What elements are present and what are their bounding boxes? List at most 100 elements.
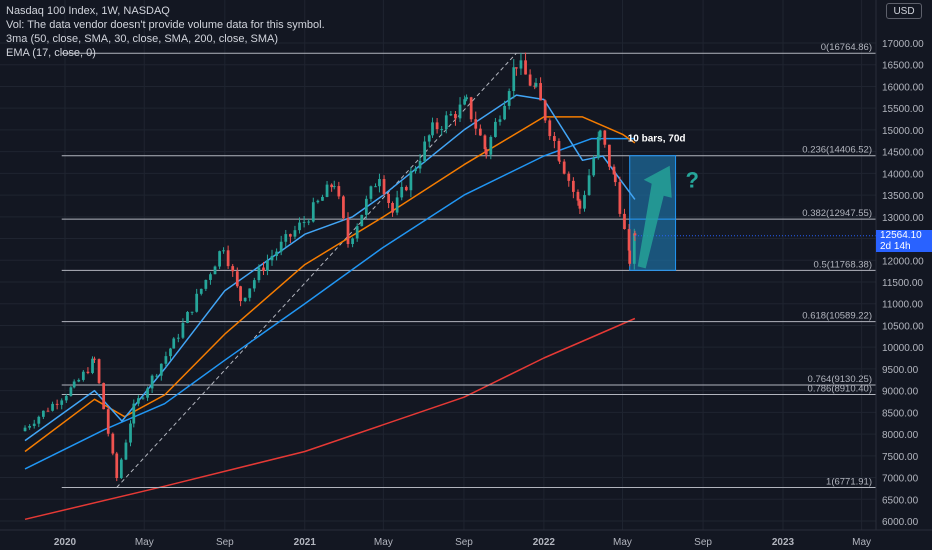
candle-body (91, 358, 94, 373)
candle-body (633, 233, 637, 236)
candle-body (435, 122, 439, 130)
candle-body (270, 255, 274, 261)
candle-body (115, 453, 119, 479)
candle-body (298, 222, 301, 231)
candle-body (150, 375, 154, 389)
candle-body (243, 297, 247, 302)
ema-legend[interactable]: EMA (17, close, 0) (6, 47, 96, 59)
candle-body (28, 426, 31, 428)
candle-body (199, 288, 203, 294)
time-tick-label: May (135, 537, 154, 548)
candle-body (307, 221, 311, 223)
candle-body (69, 387, 73, 396)
candle-body (355, 226, 359, 239)
candle-body (567, 173, 571, 181)
candle-body (562, 161, 566, 174)
candle-body (23, 427, 27, 432)
candle-body (332, 186, 336, 188)
candle-body (444, 115, 448, 130)
candle-body (478, 128, 482, 136)
candle-body (498, 119, 502, 122)
projection-overlay: 10 bars, 70d? (628, 134, 876, 269)
candle-body (627, 229, 631, 251)
symbol-title[interactable]: Nasdaq 100 Index, 1W, NASDAQ (6, 5, 170, 17)
fib-retracement[interactable]: 0(16764.86) 0.236(14406.52) 0.382(12947.55… (61, 42, 876, 488)
time-tick-label: 2021 (294, 537, 317, 548)
currency-button[interactable]: USD (886, 3, 922, 19)
candle-body (213, 266, 217, 275)
candle-body (42, 410, 45, 417)
trend-line[interactable] (116, 52, 517, 488)
candle-body (231, 266, 235, 272)
candle-body (596, 136, 600, 159)
candle-body (218, 251, 221, 267)
candle-body (489, 136, 493, 155)
time-tick-label: Sep (455, 537, 473, 548)
candle-body (440, 129, 444, 131)
fib-level-label: 0.786(8910.40) (808, 384, 872, 395)
fib-level-label: 0.764(9130.25) (808, 374, 872, 385)
candle-body (503, 105, 506, 120)
fib-level-label: 0.236(14406.52) (802, 145, 872, 156)
candle-body (325, 184, 329, 197)
candle-body (576, 191, 580, 201)
candle-body (141, 397, 145, 399)
measure-label: 10 bars, 70d (628, 134, 686, 145)
candle-body (534, 83, 538, 87)
candle-body (458, 104, 462, 119)
candle-body (382, 179, 386, 195)
candle-body (64, 395, 68, 401)
candle-body (77, 379, 81, 382)
fib-level-label: 0.618(10589.22) (802, 311, 872, 322)
candle-body (346, 217, 350, 245)
candle-body (60, 400, 64, 405)
candle-body (578, 200, 582, 209)
price-tick-label: 8500.00 (882, 408, 919, 419)
candle-body (351, 238, 354, 245)
candle-body (86, 371, 90, 373)
question-mark: ? (686, 168, 699, 193)
candle-body (557, 140, 561, 161)
fib-level-label: 0(16764.86) (821, 42, 872, 53)
candle-body (32, 423, 36, 427)
candle-body (195, 293, 199, 312)
candle-body (409, 171, 413, 191)
candle-body (266, 260, 269, 271)
candle-body (592, 158, 596, 176)
candle-body (418, 160, 422, 169)
ma-legend[interactable]: 3ma (50, close, SMA, 30, close, SMA, 200… (6, 33, 279, 45)
candle-body (262, 267, 265, 271)
candle-body (587, 175, 591, 196)
time-axis[interactable]: 2020 May Sep 2021 May Sep 2022 May Sep 2023 May (0, 529, 932, 548)
price-tick-label: 7500.00 (882, 452, 919, 463)
candle-body (124, 442, 128, 460)
candle-body (169, 348, 172, 357)
ema17-path (24, 94, 636, 442)
candle-body (330, 184, 334, 188)
time-tick-label: May (613, 537, 632, 548)
candle-body (427, 135, 431, 142)
candle-body (321, 196, 324, 201)
candle-body (132, 403, 136, 424)
candle-body (342, 196, 345, 218)
ma200-line (24, 317, 636, 521)
price-axis[interactable]: 6000.00 6500.00 7000.00 7500.00 8000.00 8500.… (875, 0, 924, 530)
candle-body (279, 241, 283, 252)
fib-level-label: 0.382(12947.55) (802, 208, 872, 219)
candle-body (164, 356, 168, 364)
time-tick-label: May (852, 537, 871, 548)
volume-legend[interactable]: Vol: The data vendor doesn't provide vol… (6, 19, 325, 31)
price-tick-label: 14000.00 (882, 169, 924, 180)
candle-body (514, 67, 518, 69)
projection-arrow (637, 165, 672, 269)
price-tick-label: 13000.00 (882, 213, 924, 224)
candle-body (337, 186, 341, 197)
price-tick-label: 10500.00 (882, 321, 924, 332)
candle-body (598, 130, 602, 137)
candle-body (469, 97, 473, 120)
price-tick-label: 9000.00 (882, 387, 919, 398)
candle-body (181, 322, 185, 338)
candle-body (37, 416, 41, 424)
time-tick-label: 2022 (533, 537, 556, 548)
